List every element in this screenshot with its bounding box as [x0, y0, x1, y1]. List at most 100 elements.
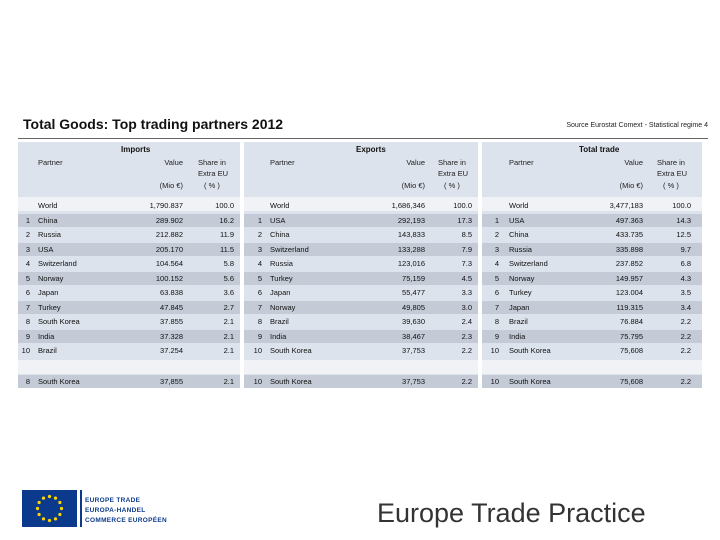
star-icon — [35, 506, 40, 511]
total-col-value: Value — [624, 158, 643, 167]
share-cell: 2.2 — [680, 317, 691, 326]
table-row: 3 Switzerland 133,288 7.9 — [244, 242, 478, 256]
rank-cell: 1 — [257, 215, 262, 225]
partner-cell: South Korea — [509, 346, 551, 355]
rank-cell: 4 — [25, 259, 30, 268]
partner-cell: Norway — [509, 273, 535, 283]
star-icon — [37, 512, 41, 517]
value-cell: 212.882 — [155, 230, 183, 239]
share-cell: 2.1 — [223, 376, 234, 386]
partner-cell: Switzerland — [509, 259, 548, 268]
share-cell: 2.1 — [223, 346, 234, 355]
share-cell: 3.0 — [461, 302, 472, 312]
rank-cell: 7 — [25, 302, 30, 312]
imports-col-share-2: Extra EU — [198, 169, 229, 178]
value-cell: 37,753 — [402, 376, 425, 386]
star-icon — [37, 500, 41, 505]
rank-cell: 9 — [25, 331, 30, 341]
eu-flag-logo — [22, 490, 77, 527]
rank-cell: 6 — [257, 288, 262, 297]
partner-cell: Norway — [38, 273, 64, 283]
share-cell: 6.8 — [680, 259, 691, 268]
table-row: 1 USA 292,193 17.3 — [244, 213, 478, 227]
share-cell: 2.2 — [680, 346, 691, 355]
exports-col-partner: Partner — [270, 158, 295, 167]
value-cell: 1,686,346 — [391, 201, 425, 210]
table-row: 8 Brazil 76.884 2.2 — [482, 315, 702, 328]
value-cell: 289.902 — [155, 215, 183, 225]
table-row: 9 India 37.328 2.1 — [18, 329, 240, 343]
table-row: 6 Turkey 123.004 3.5 — [482, 286, 702, 299]
star-icon — [58, 500, 62, 505]
value-cell: 75.795 — [620, 331, 643, 341]
value-cell: 123.004 — [615, 288, 643, 297]
rank-cell: 1 — [494, 215, 499, 225]
total-trade-panel: Total trade Partner Value (Mio €) Share … — [482, 142, 702, 388]
share-cell: 7.3 — [461, 259, 472, 268]
brand-footer: Europe Trade Practice — [377, 498, 646, 528]
table-row: 2 China 433.735 12.5 — [482, 228, 702, 241]
share-cell: 100.0 — [672, 201, 691, 210]
extra-row: 10 South Korea 37,753 2.2 — [244, 374, 478, 388]
value-cell: 292,193 — [397, 215, 425, 225]
rank-cell: 2 — [257, 230, 262, 239]
table-row: 8 South Korea 37.855 2.1 — [18, 315, 240, 328]
value-cell: 497.363 — [615, 215, 643, 225]
value-cell: 75,608 — [620, 376, 643, 386]
rank-cell: 8 — [25, 376, 30, 386]
share-cell: 16.2 — [219, 215, 234, 225]
extra-row: 10 South Korea 75,608 2.2 — [482, 374, 702, 388]
rank-cell: 3 — [494, 244, 499, 254]
share-cell: 9.7 — [680, 244, 691, 254]
table-row: 7 Turkey 47.845 2.7 — [18, 300, 240, 314]
partner-cell: China — [270, 230, 290, 239]
partner-cell: Turkey — [270, 273, 293, 283]
star-icon — [58, 512, 62, 517]
table-row: 1 USA 497.363 14.3 — [482, 213, 702, 227]
table-row: 5 Norway 149.957 4.3 — [482, 271, 702, 285]
partner-cell: Turkey — [509, 288, 532, 297]
value-cell: 3,477,183 — [609, 201, 643, 210]
value-cell: 37.855 — [160, 317, 183, 326]
logo-line-2: EUROPA-HANDEL — [85, 507, 146, 514]
table-row: 3 Russia 335.898 9.7 — [482, 242, 702, 256]
value-cell: 433.735 — [615, 230, 643, 239]
rank-cell: 6 — [494, 288, 499, 297]
title-rule — [18, 138, 708, 139]
value-cell: 104.564 — [155, 259, 183, 268]
share-cell: 3.3 — [461, 288, 472, 297]
partner-cell: World — [270, 201, 290, 210]
row-gap — [18, 359, 240, 374]
rank-cell: 5 — [257, 273, 262, 283]
rank-cell: 9 — [494, 331, 499, 341]
rank-cell: 7 — [257, 302, 262, 312]
partner-cell: South Korea — [270, 346, 312, 355]
share-cell: 100.0 — [453, 201, 472, 210]
partner-cell: World — [38, 201, 58, 210]
partner-cell: World — [509, 201, 529, 210]
exports-col-share-2: Extra EU — [438, 169, 469, 178]
imports-col-value: Value — [164, 158, 183, 167]
logo-divider — [80, 490, 82, 527]
eu-stars-icon — [35, 494, 64, 523]
value-cell: 100.152 — [155, 273, 183, 283]
share-cell: 2.3 — [461, 331, 472, 341]
value-cell: 75,159 — [402, 273, 425, 283]
table-row: 7 Japan 119.315 3.4 — [482, 300, 702, 314]
partner-cell: Japan — [38, 288, 59, 297]
table-row: 10 South Korea 75,608 2.2 — [482, 344, 702, 357]
header-separator — [244, 197, 478, 211]
star-icon — [53, 517, 58, 521]
share-cell: 4.3 — [680, 273, 691, 283]
partner-cell: Japan — [509, 302, 530, 312]
share-cell: 2.2 — [680, 331, 691, 341]
value-cell: 143,833 — [397, 230, 425, 239]
rank-cell: 5 — [25, 273, 30, 283]
partner-cell: South Korea — [509, 376, 551, 386]
rank-cell: 4 — [257, 259, 262, 268]
rank-cell: 10 — [490, 376, 499, 386]
partner-cell: Russia — [38, 230, 61, 239]
total-col-share-1: Share in — [657, 158, 685, 167]
table-row: 5 Norway 100.152 5.6 — [18, 271, 240, 285]
share-cell: 2.2 — [461, 346, 472, 355]
